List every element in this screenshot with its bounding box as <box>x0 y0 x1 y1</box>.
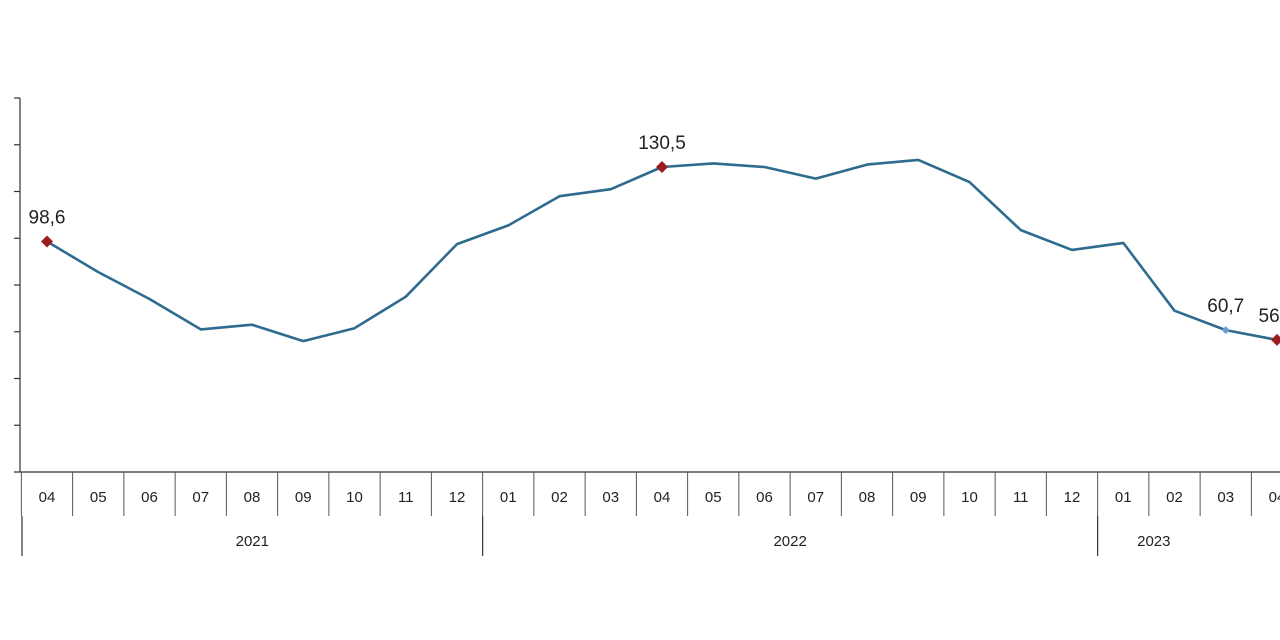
data-marker <box>1221 326 1230 335</box>
data-marker <box>1271 333 1280 346</box>
data-label: 98,6 <box>29 208 66 229</box>
data-marker <box>656 160 668 173</box>
x-tick-label: 06 <box>141 489 158 506</box>
x-tick-label: 05 <box>90 489 107 506</box>
x-tick-label: 03 <box>602 489 619 506</box>
data-markers <box>41 160 1280 346</box>
x-tick-label: 11 <box>398 489 414 506</box>
x-tick-label: 02 <box>1166 489 1183 506</box>
data-label: 130,5 <box>638 133 686 154</box>
x-tick-label: 08 <box>244 489 261 506</box>
data-label: 60,7 <box>1207 296 1244 317</box>
data-label: 56,5 <box>1259 306 1280 327</box>
x-tick-label: 12 <box>1064 489 1081 506</box>
x-tick-label: 05 <box>705 489 722 506</box>
x-tick-label: 10 <box>961 489 978 506</box>
x-tick-label: 09 <box>295 489 312 506</box>
x-tick-label: 01 <box>1115 489 1132 506</box>
x-tick-label: 12 <box>449 489 466 506</box>
x-tick-label: 11 <box>1013 489 1029 506</box>
data-labels: 98,6 130,5 60,7 56,5 <box>29 133 1280 327</box>
x-tick-label: 08 <box>859 489 876 506</box>
year-label: 2021 <box>236 533 269 550</box>
year-label: 2023 <box>1137 533 1170 550</box>
x-tick-label: 07 <box>807 489 824 506</box>
x-tick-label: 02 <box>551 489 568 506</box>
x-tick-label: 04 <box>1269 489 1280 506</box>
year-label: 2022 <box>773 533 806 550</box>
x-tick-label: 04 <box>39 489 56 506</box>
x-tick-label: 01 <box>500 489 517 506</box>
x-tick-label: 03 <box>1217 489 1234 506</box>
x-tick-label: 07 <box>192 489 209 506</box>
x-tick-label: 10 <box>346 489 363 506</box>
x-axis: 04 05 06 07 08 09 10 11 12 01 02 03 04 05 06 07 08 09 10 11… <box>20 471 1280 556</box>
series-line <box>46 158 1278 343</box>
x-tick-label: 06 <box>756 489 773 506</box>
chart-axes <box>14 97 21 473</box>
x-tick-label: 09 <box>910 489 927 506</box>
x-tick-label: 04 <box>654 489 671 506</box>
data-marker <box>41 235 53 248</box>
